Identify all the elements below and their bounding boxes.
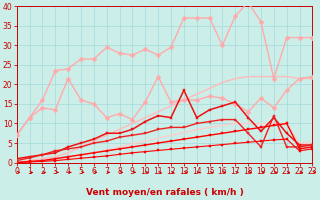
X-axis label: Vent moyen/en rafales ( km/h ): Vent moyen/en rafales ( km/h ) bbox=[86, 188, 244, 197]
